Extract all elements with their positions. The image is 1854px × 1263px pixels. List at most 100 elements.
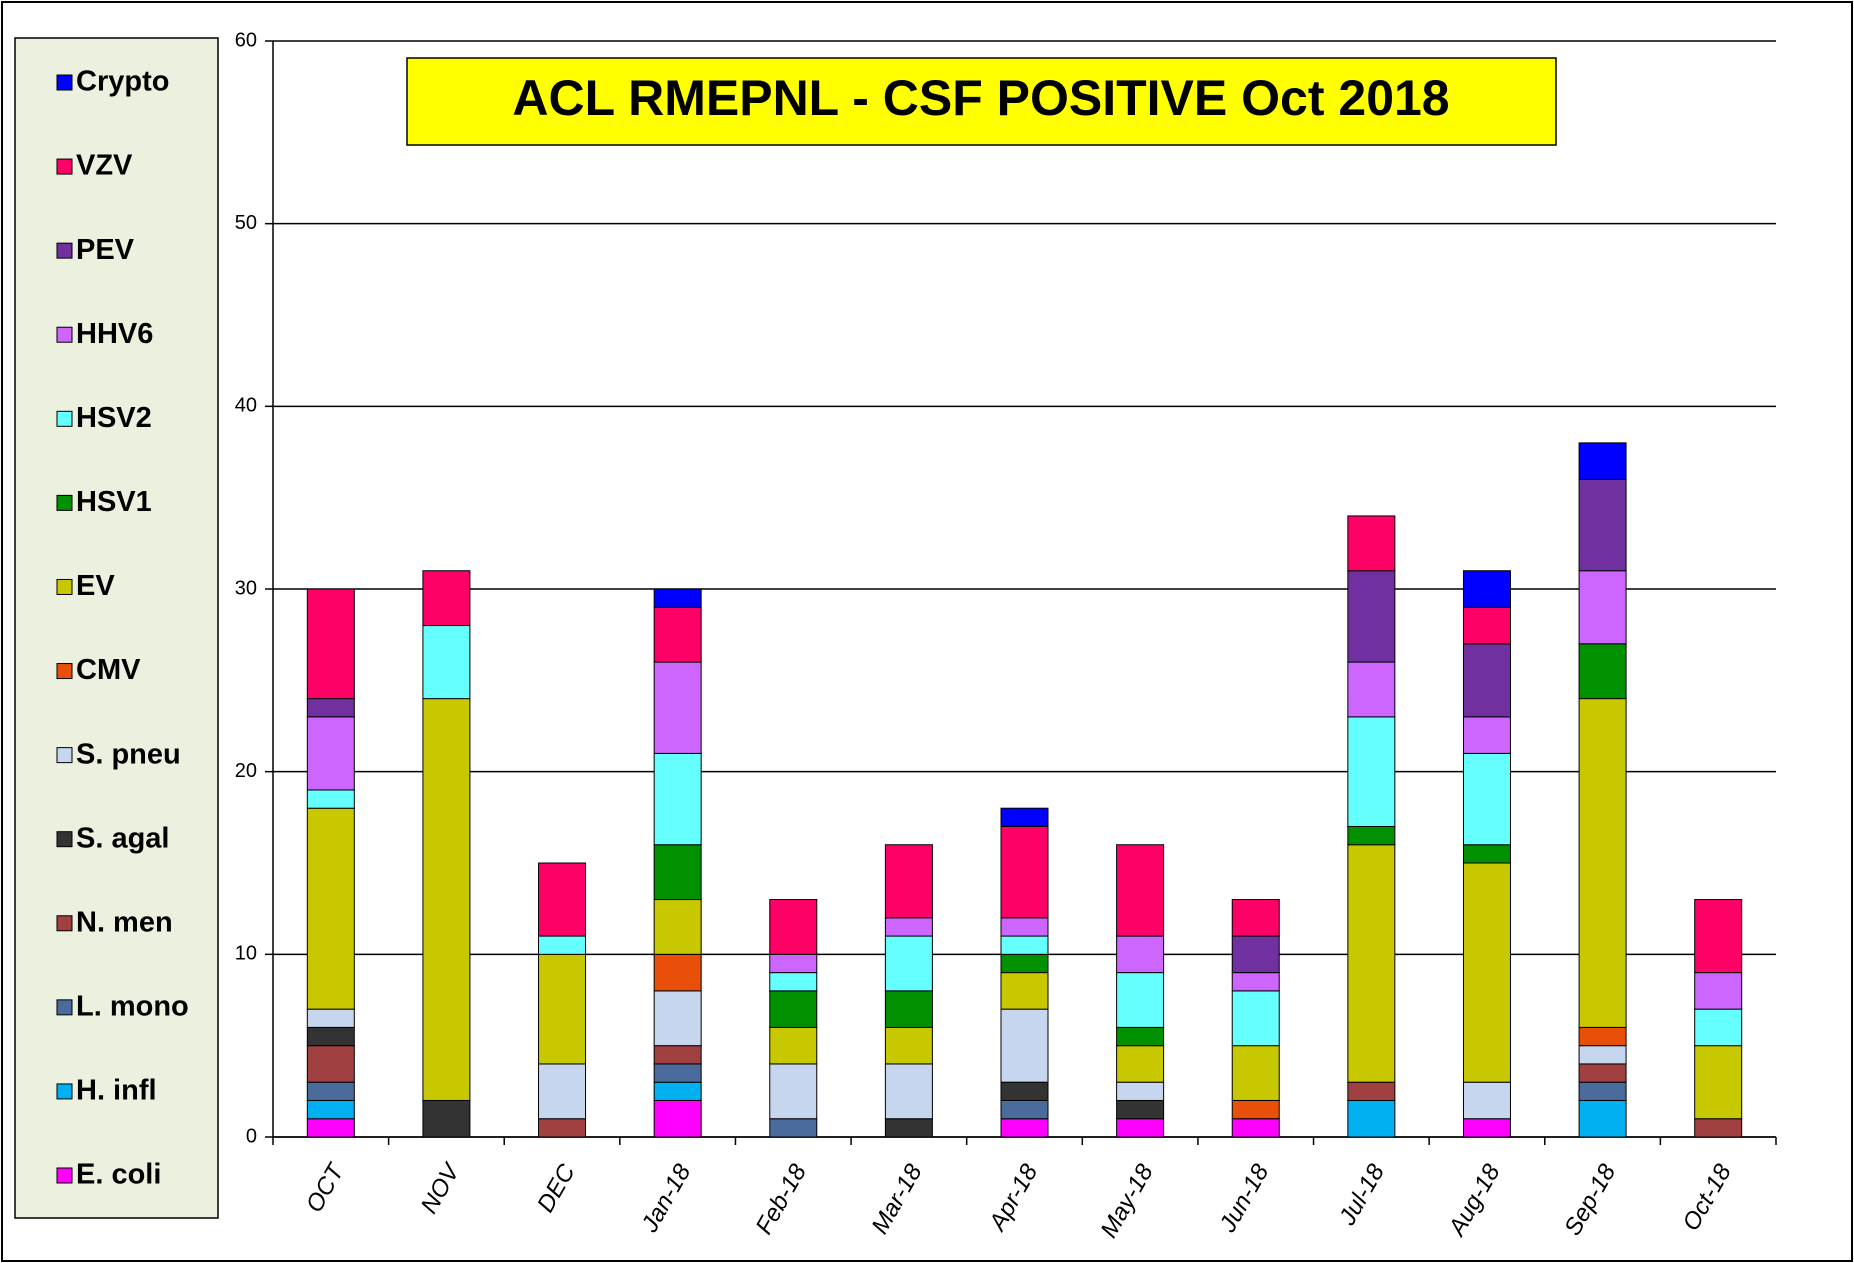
- bar-segment: [653, 1045, 702, 1065]
- bar-segment: [1000, 807, 1049, 827]
- legend-label: PEV: [76, 234, 135, 266]
- bar-segment: [1000, 935, 1049, 955]
- bar-segment: [1116, 1099, 1165, 1120]
- bar-segment: [1347, 661, 1396, 718]
- legend-swatch: [56, 578, 73, 595]
- bar-segment: [306, 588, 355, 700]
- bar-segment: [538, 1118, 587, 1138]
- bar-segment: [306, 1118, 355, 1138]
- bar-segment: [306, 1099, 355, 1120]
- bar-segment: [1116, 1045, 1165, 1083]
- bar-segment: [1578, 1026, 1627, 1047]
- legend-label: HSV2: [76, 402, 152, 434]
- y-tick-label: 30: [235, 577, 257, 599]
- title-box: [406, 57, 1557, 146]
- bar-segment: [769, 1026, 818, 1065]
- bar-segment: [1694, 1008, 1743, 1047]
- bar-segment: [653, 661, 702, 754]
- bar-segment: [653, 899, 702, 955]
- bar-segment: [1000, 953, 1049, 974]
- legend-label: VZV: [76, 150, 133, 182]
- bar-segment: [884, 1063, 933, 1120]
- legend-swatch: [56, 747, 73, 764]
- bar-segment: [653, 1099, 702, 1138]
- bar-segment: [1231, 935, 1280, 974]
- legend-swatch: [56, 242, 73, 259]
- bar-segment: [1231, 972, 1280, 992]
- bar-segment: [1694, 1118, 1743, 1138]
- bar-segment: [538, 953, 587, 1065]
- bar-segment: [884, 844, 933, 919]
- bar-segment: [1694, 972, 1743, 1010]
- legend-label: E. coli: [76, 1159, 161, 1191]
- bar-segment: [1116, 844, 1165, 937]
- bar-segment: [1347, 1081, 1396, 1101]
- legend-label: L. mono: [76, 991, 189, 1023]
- y-tick-label: 10: [235, 943, 257, 965]
- bar-segment: [306, 789, 355, 809]
- bar-segment: [1000, 1008, 1049, 1083]
- bar-segment: [1462, 844, 1511, 864]
- bar-segment: [653, 1063, 702, 1083]
- legend-swatch: [56, 158, 73, 175]
- bar-segment: [1000, 917, 1049, 937]
- bar-segment: [1462, 570, 1511, 608]
- bar-segment: [1231, 990, 1280, 1047]
- bar-segment: [1347, 825, 1396, 846]
- bar-segment: [653, 1081, 702, 1101]
- legend-swatch: [56, 831, 73, 848]
- bar-segment: [1578, 1081, 1627, 1101]
- legend-label: S. pneu: [76, 738, 181, 770]
- bar-segment: [884, 990, 933, 1028]
- bar-segment: [1000, 1099, 1049, 1120]
- bar-segment: [1116, 972, 1165, 1028]
- bar-segment: [422, 570, 471, 627]
- bar-segment: [653, 588, 702, 608]
- bar-segment: [422, 625, 471, 700]
- bar-segment: [1116, 1118, 1165, 1138]
- bar-segment: [653, 752, 702, 846]
- bar-segment: [653, 844, 702, 901]
- y-tick-label: 0: [246, 1125, 257, 1147]
- bar-segment: [306, 1045, 355, 1083]
- bar-segment: [769, 953, 818, 974]
- bar-segment: [1000, 972, 1049, 1010]
- bar-segment: [1578, 570, 1627, 645]
- bar-segment: [884, 917, 933, 937]
- y-tick-label: 50: [235, 212, 257, 234]
- legend-label: HHV6: [76, 318, 153, 350]
- bar-segment: [1000, 1081, 1049, 1101]
- bar-segment: [1116, 1081, 1165, 1101]
- bar-segment: [1462, 752, 1511, 846]
- legend-box: [14, 37, 219, 1219]
- legend-label: HSV1: [76, 486, 152, 518]
- bar-segment: [538, 935, 587, 955]
- legend-swatch: [56, 999, 73, 1016]
- bar-segment: [769, 1118, 818, 1138]
- bar-segment: [1000, 825, 1049, 919]
- bar-segment: [1694, 899, 1743, 974]
- bar-segment: [1578, 478, 1627, 572]
- bar-segment: [1347, 570, 1396, 663]
- bar-segment: [1578, 1045, 1627, 1065]
- bar-segment: [1462, 606, 1511, 645]
- bar-segment: [769, 972, 818, 992]
- legend-swatch: [56, 663, 73, 680]
- legend-label: Crypto: [76, 66, 169, 98]
- legend-swatch: [56, 915, 73, 932]
- bar-segment: [769, 899, 818, 955]
- bar-segment: [1347, 515, 1396, 572]
- legend-label: N. men: [76, 906, 173, 938]
- legend-label: EV: [76, 570, 115, 602]
- legend-label: S. agal: [76, 822, 170, 854]
- legend-swatch: [56, 326, 73, 343]
- bar-segment: [1347, 1099, 1396, 1138]
- bar-segment: [1462, 1118, 1511, 1138]
- legend-swatch: [56, 1083, 73, 1100]
- bar-segment: [1231, 899, 1280, 937]
- bar-segment: [1000, 1118, 1049, 1138]
- legend-label: CMV: [76, 654, 141, 686]
- bar-segment: [1578, 698, 1627, 1028]
- legend-label: H. infl: [76, 1075, 157, 1107]
- bar-segment: [538, 1063, 587, 1120]
